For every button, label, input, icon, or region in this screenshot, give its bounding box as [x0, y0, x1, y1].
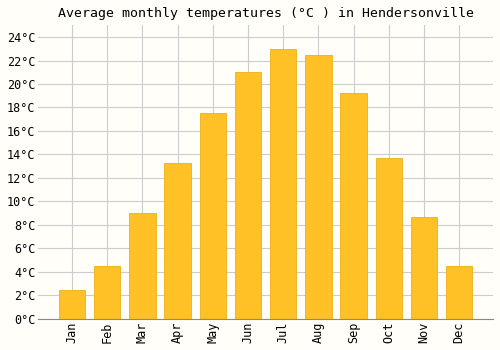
- Bar: [411, 217, 437, 319]
- Bar: [270, 49, 296, 319]
- Bar: [376, 158, 402, 319]
- Title: Average monthly temperatures (°C ) in Hendersonville: Average monthly temperatures (°C ) in He…: [58, 7, 474, 20]
- Bar: [235, 72, 261, 319]
- Bar: [94, 266, 120, 319]
- Bar: [340, 93, 367, 319]
- Bar: [59, 289, 86, 319]
- Bar: [200, 113, 226, 319]
- Bar: [446, 266, 472, 319]
- Bar: [130, 213, 156, 319]
- Bar: [305, 55, 332, 319]
- Bar: [164, 163, 191, 319]
